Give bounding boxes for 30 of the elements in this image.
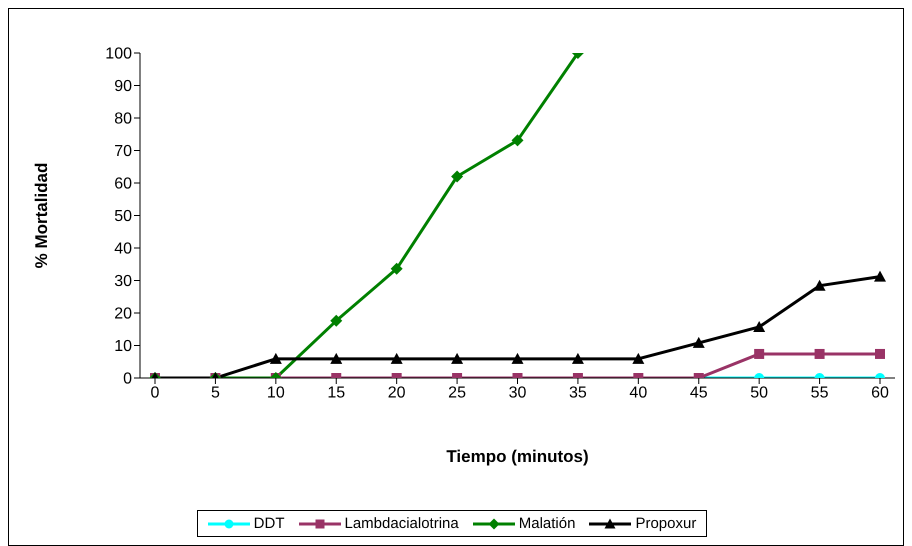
x-tick-label: 20 [388,384,406,402]
y-tick-label: 50 [114,208,132,226]
legend-label: Malatión [518,515,576,532]
x-tick-label: 40 [629,384,648,402]
x-tick-label: 15 [327,384,346,402]
x-tick-label: 5 [210,384,220,402]
legend-label: Propoxur [635,515,696,532]
y-tick-label: 100 [105,46,132,63]
y-tick-label: 20 [114,306,132,323]
x-axis-title: Tiempo (minutos) [446,447,589,466]
x-tick-label: 10 [266,384,285,402]
y-tick-label: 70 [114,143,132,160]
x-tick-label: 55 [810,384,829,402]
x-tick-label: 25 [448,384,466,402]
y-tick-label: 0 [123,370,132,388]
legend-label: Lambdacialotrina [344,515,459,532]
x-tick-label: 60 [871,384,889,402]
y-tick-label: 40 [114,240,132,258]
x-tick-label: 45 [690,384,708,402]
x-tick-label: 0 [150,384,160,402]
y-axis-title: % Mortalidad [32,162,52,268]
y-tick-label: 30 [114,273,132,290]
x-tick-label: 50 [750,384,768,402]
y-tick-label: 90 [114,78,132,96]
y-tick-label: 60 [114,176,132,193]
x-tick-label: 35 [569,384,587,402]
y-tick-label: 80 [114,110,132,128]
y-tick-label: 10 [114,338,132,356]
legend-label: DDT [254,515,284,532]
x-tick-label: 30 [508,384,526,402]
